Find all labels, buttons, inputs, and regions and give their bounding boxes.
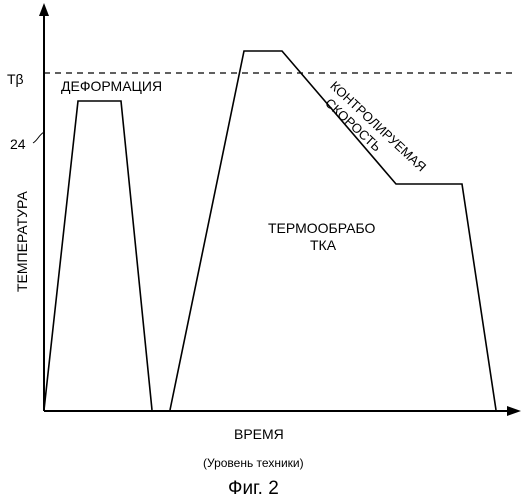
deformation-profile	[44, 101, 152, 410]
heat-treatment-label-line2: ТКА	[310, 237, 337, 253]
controlled-rate-line1: КОНТРОЛИРУЕМАЯ	[327, 78, 429, 174]
ref-24-leader	[33, 132, 44, 143]
y-axis-title: ТЕМПЕРАТУРА	[14, 191, 30, 292]
controlled-rate-label: КОНТРОЛИРУЕМАЯ СКОРОСТЬ	[316, 78, 429, 186]
figure-caption: Фиг. 2	[228, 478, 279, 499]
y-axis-arrow	[39, 3, 49, 16]
heat-treatment-label-line1: ТЕРМООБРАБО	[268, 220, 375, 236]
prior-art-note: (Уровень техники)	[203, 456, 304, 470]
ref-24-label: 24	[10, 136, 26, 152]
deformation-label: ДЕФОРМАЦИЯ	[61, 78, 162, 94]
t-beta-label: Tβ	[7, 71, 24, 87]
x-axis-title: ВРЕМЯ	[234, 426, 284, 442]
x-axis-arrow	[507, 406, 521, 416]
